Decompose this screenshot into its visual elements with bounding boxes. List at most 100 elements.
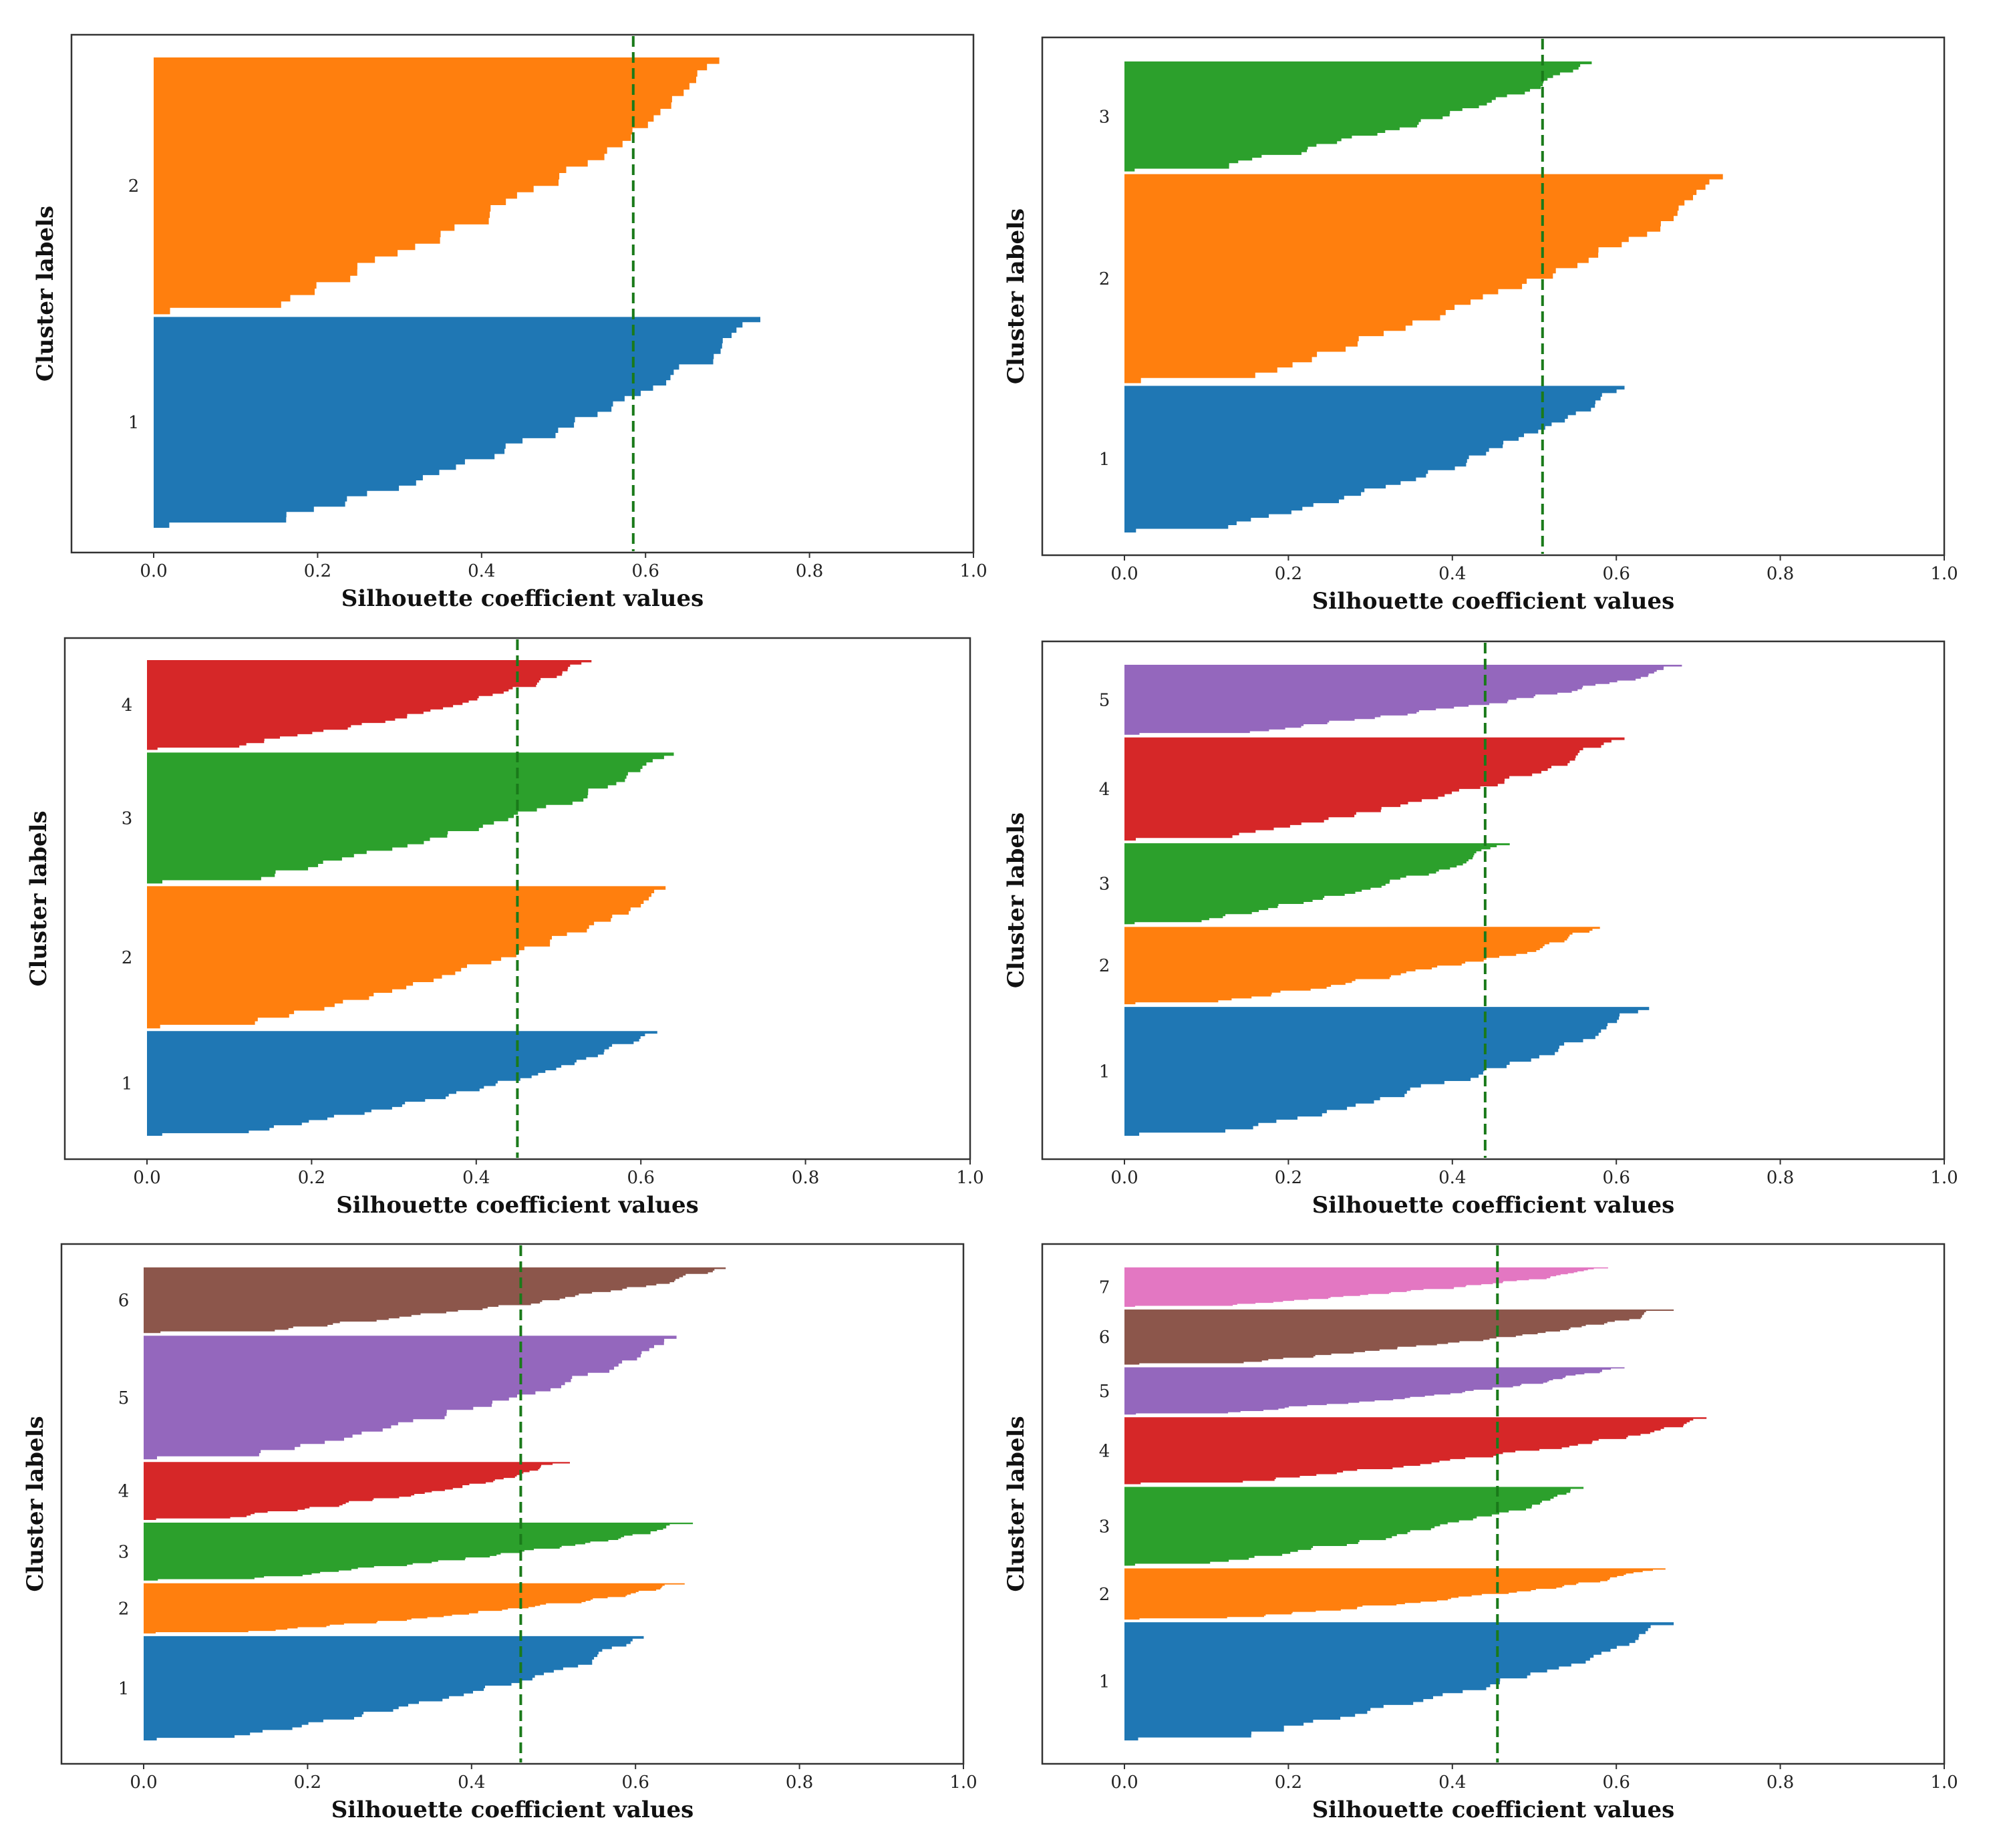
cluster-label-1: 1 — [1099, 1062, 1110, 1082]
x-tick-label: 1.0 — [1930, 564, 1958, 584]
cluster-label-1: 1 — [128, 413, 140, 433]
cluster-band-1 — [147, 1031, 657, 1136]
axes-frame — [63, 637, 971, 1161]
cluster-label-2: 2 — [1099, 956, 1110, 976]
cluster-band-6 — [144, 1267, 726, 1334]
cluster-label-1: 1 — [118, 1679, 130, 1699]
silhouette-panel-5: 1 2 3 4 5 6 0.0 0.2 0.4 0.6 0.8 1.0 Silhouette coeff… — [22, 1243, 977, 1823]
cluster-label-3: 3 — [122, 808, 133, 828]
cluster-label-2: 2 — [1099, 1585, 1110, 1605]
cluster-label-1: 1 — [1099, 450, 1110, 470]
silhouette-panel-4: 1 2 3 4 5 0.0 0.2 0.4 0.6 0.8 1.0 Silhouette coeffi… — [1003, 640, 1958, 1219]
silhouette-panel-1: 1 2 0.0 0.2 0.4 0.6 0.8 1.0 Silhouette coefficie… — [32, 33, 987, 612]
cluster-band-3 — [1124, 843, 1510, 925]
cluster-label-2: 2 — [122, 948, 133, 968]
x-tick-label: 0.8 — [1767, 1773, 1794, 1793]
cluster-label-6: 6 — [1099, 1328, 1110, 1348]
x-tick-label: 0.4 — [462, 1168, 490, 1188]
cluster-band-5 — [1124, 665, 1682, 735]
cluster-band-2 — [1124, 174, 1723, 383]
cluster-label-3: 3 — [1099, 1517, 1110, 1537]
cluster-band-1 — [1124, 386, 1625, 532]
cluster-label-6: 6 — [118, 1291, 130, 1311]
cluster-label-4: 4 — [1099, 780, 1110, 800]
y-axis-title: Cluster labels — [32, 206, 59, 381]
x-tick-label: 0.4 — [1438, 1168, 1466, 1188]
cluster-label-3: 3 — [1099, 107, 1110, 127]
y-axis-title: Cluster labels — [25, 810, 52, 986]
cluster-band-1 — [1124, 1622, 1674, 1740]
x-tick-label: 0.0 — [1110, 564, 1138, 584]
cluster-band-6 — [1124, 1309, 1674, 1365]
y-axis-title: Cluster labels — [22, 1416, 49, 1591]
axes-frame — [1041, 1243, 1946, 1765]
y-axis-title: Cluster labels — [1003, 1416, 1030, 1591]
x-tick-label: 0.0 — [130, 1773, 157, 1793]
x-tick-label: 1.0 — [1930, 1773, 1958, 1793]
axes-frame — [60, 1243, 965, 1765]
x-tick-label: 0.0 — [1110, 1773, 1138, 1793]
x-tick-label: 0.2 — [304, 561, 331, 581]
silhouette-panel-2: 1 2 3 0.0 0.2 0.4 0.6 0.8 1.0 Silhouette coeffici… — [1003, 36, 1958, 615]
cluster-band-3 — [1124, 1487, 1584, 1566]
x-tick-label: 0.0 — [140, 561, 167, 581]
cluster-label-4: 4 — [1099, 1441, 1110, 1461]
x-tick-label: 1.0 — [949, 1773, 977, 1793]
x-tick-label: 0.6 — [1603, 1168, 1630, 1188]
cluster-band-7 — [1124, 1267, 1608, 1307]
cluster-band-2 — [1124, 1568, 1666, 1620]
cluster-band-1 — [154, 317, 760, 528]
x-tick-label: 0.8 — [1767, 1168, 1794, 1188]
axes-frame — [1041, 640, 1946, 1161]
cluster-label-5: 5 — [118, 1388, 130, 1408]
cluster-label-1: 1 — [122, 1074, 133, 1094]
x-axis-title: Silhouette coefficient values — [1312, 1797, 1675, 1823]
x-tick-label: 0.4 — [458, 1773, 485, 1793]
cluster-label-4: 4 — [118, 1482, 130, 1502]
x-tick-label: 0.6 — [627, 1168, 655, 1188]
x-tick-label: 0.2 — [1275, 1168, 1302, 1188]
x-axis-title: Silhouette coefficient values — [1312, 588, 1675, 615]
x-axis-title: Silhouette coefficient values — [331, 1797, 694, 1823]
x-tick-label: 0.6 — [622, 1773, 649, 1793]
cluster-band-4 — [1124, 1417, 1707, 1485]
silhouette-panel-3: 1 2 3 4 0.0 0.2 0.4 0.6 0.8 1.0 Silhouette coeffic… — [25, 637, 984, 1219]
x-tick-label: 0.8 — [796, 561, 823, 581]
cluster-label-3: 3 — [1099, 875, 1110, 895]
cluster-band-5 — [1124, 1367, 1625, 1415]
cluster-label-2: 2 — [128, 176, 140, 196]
cluster-band-2 — [147, 886, 666, 1029]
y-axis-title: Cluster labels — [1003, 208, 1030, 384]
axes-frame — [1041, 36, 1946, 557]
x-tick-label: 0.2 — [294, 1773, 321, 1793]
cluster-label-5: 5 — [1099, 690, 1110, 710]
cluster-band-1 — [1124, 1007, 1650, 1136]
cluster-band-3 — [144, 1523, 694, 1581]
cluster-band-3 — [147, 752, 674, 884]
cluster-band-3 — [1124, 61, 1592, 172]
cluster-label-1: 1 — [1099, 1672, 1110, 1692]
cluster-band-4 — [147, 660, 592, 750]
x-tick-label: 0.8 — [1767, 564, 1794, 584]
cluster-label-2: 2 — [1099, 269, 1110, 289]
cluster-band-1 — [144, 1636, 644, 1740]
x-tick-label: 1.0 — [1930, 1168, 1958, 1188]
x-tick-label: 0.2 — [1275, 564, 1302, 584]
cluster-band-5 — [144, 1336, 677, 1460]
x-tick-label: 0.2 — [1275, 1773, 1302, 1793]
x-tick-label: 0.0 — [1110, 1168, 1138, 1188]
x-tick-label: 0.6 — [632, 561, 659, 581]
x-tick-label: 0.6 — [1603, 1773, 1630, 1793]
x-tick-label: 0.8 — [792, 1168, 819, 1188]
x-tick-label: 0.8 — [786, 1773, 813, 1793]
x-tick-label: 0.2 — [298, 1168, 325, 1188]
x-tick-label: 0.4 — [1438, 564, 1466, 584]
cluster-label-4: 4 — [122, 696, 133, 716]
cluster-label-3: 3 — [118, 1542, 130, 1562]
y-axis-title: Cluster labels — [1003, 812, 1030, 988]
cluster-label-2: 2 — [118, 1599, 130, 1619]
cluster-band-4 — [144, 1462, 570, 1521]
cluster-band-2 — [1124, 927, 1600, 1005]
axes-frame — [70, 33, 975, 554]
